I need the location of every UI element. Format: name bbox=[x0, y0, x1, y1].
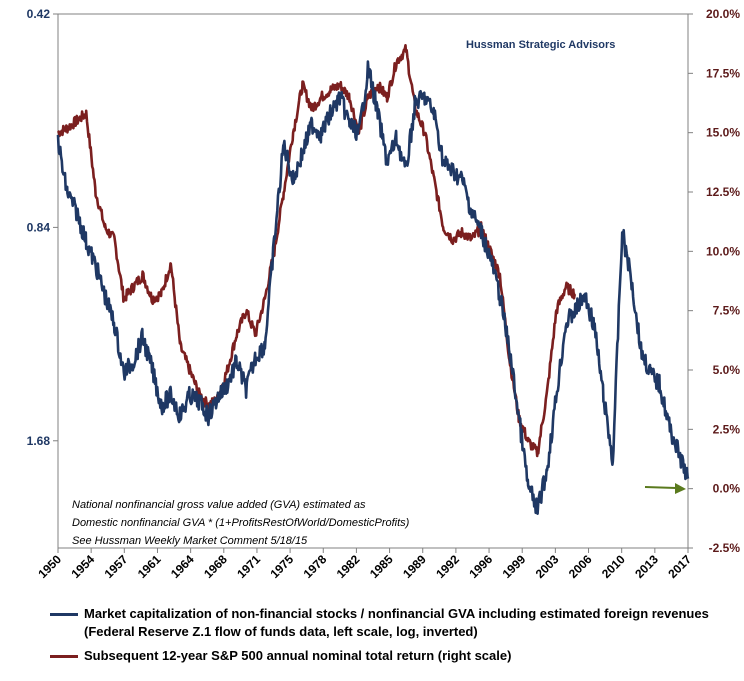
right-tick-label: 7.5% bbox=[713, 304, 741, 318]
x-tick-label: 1968 bbox=[201, 552, 230, 581]
legend-item-red: Subsequent 12-year S&P 500 annual nomina… bbox=[50, 647, 740, 665]
x-tick-label: 1999 bbox=[500, 552, 529, 581]
x-tick-label: 1996 bbox=[466, 552, 495, 581]
x-tick-label: 1971 bbox=[234, 552, 263, 581]
legend: Market capitalization of non-financial s… bbox=[50, 605, 740, 671]
series-line-blue bbox=[56, 60, 690, 515]
right-tick-label: 17.5% bbox=[706, 66, 740, 80]
right-tick-label: 10.0% bbox=[706, 244, 740, 258]
x-tick-label: 1950 bbox=[35, 552, 64, 581]
left-tick-label: 1.68 bbox=[27, 434, 51, 448]
right-tick-label: 12.5% bbox=[706, 185, 740, 199]
note-line-2: Domestic nonfinancial GVA * (1+ProfitsRe… bbox=[72, 517, 410, 529]
chart-svg: 0.42 0.84 1.68 20.0% 17.5% 15.0% 12.5% 10.0% 7.… bbox=[27, 7, 741, 581]
legend-item-blue: Market capitalization of non-financial s… bbox=[50, 605, 740, 641]
right-tick-label: 2.5% bbox=[713, 422, 741, 436]
x-tick-label: 2003 bbox=[533, 552, 562, 581]
credit-label: Hussman Strategic Advisors bbox=[466, 39, 615, 51]
arrow-annotation bbox=[644, 483, 686, 494]
x-tick-label: 2013 bbox=[632, 552, 661, 581]
x-tick-label: 2017 bbox=[665, 552, 694, 581]
x-tick-label: 1964 bbox=[168, 552, 197, 581]
x-tick-label: 2006 bbox=[566, 552, 595, 581]
legend-blue-line1: Market capitalization of non-financial s… bbox=[84, 606, 709, 621]
x-tick-label: 1961 bbox=[135, 552, 164, 581]
legend-swatch-blue bbox=[50, 613, 78, 616]
x-tick-label: 1985 bbox=[367, 552, 396, 581]
legend-red-text: Subsequent 12-year S&P 500 annual nomina… bbox=[84, 648, 512, 663]
right-tick-label: 20.0% bbox=[706, 7, 740, 21]
x-tick-label: 1954 bbox=[68, 552, 97, 581]
x-tick-label: 1957 bbox=[102, 552, 131, 581]
x-tick-label: 1982 bbox=[334, 552, 363, 581]
x-tick-label: 1978 bbox=[301, 552, 330, 581]
right-tick-label: 5.0% bbox=[713, 363, 741, 377]
x-tick-label: 2010 bbox=[599, 552, 628, 581]
left-tick-label: 0.42 bbox=[27, 7, 51, 21]
right-tick-label: 0.0% bbox=[713, 482, 741, 496]
legend-swatch-red bbox=[50, 655, 78, 658]
note-line-1: National nonfinancial gross value added … bbox=[72, 499, 366, 511]
x-tick-label: 1989 bbox=[400, 552, 429, 581]
note-line-3: See Hussman Weekly Market Comment 5/18/1… bbox=[72, 535, 308, 547]
left-tick-label: 0.84 bbox=[27, 220, 51, 234]
x-tick-label: 1992 bbox=[433, 552, 462, 581]
right-tick-label: -2.5% bbox=[709, 541, 741, 555]
right-tick-label: 15.0% bbox=[706, 126, 740, 140]
x-tick-label: 1975 bbox=[267, 552, 296, 581]
legend-blue-line2: (Federal Reserve Z.1 flow of funds data,… bbox=[84, 624, 478, 639]
